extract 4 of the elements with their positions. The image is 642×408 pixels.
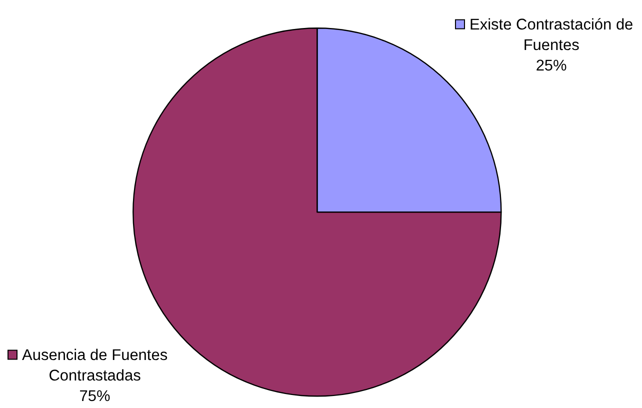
data-label: 75% [79,388,111,406]
legend-label: Ausencia de Fuentes Contrastadas [22,347,168,385]
legend-label: Existe Contrastación de Fuentes [469,16,634,54]
data-label: 25% [536,58,568,75]
